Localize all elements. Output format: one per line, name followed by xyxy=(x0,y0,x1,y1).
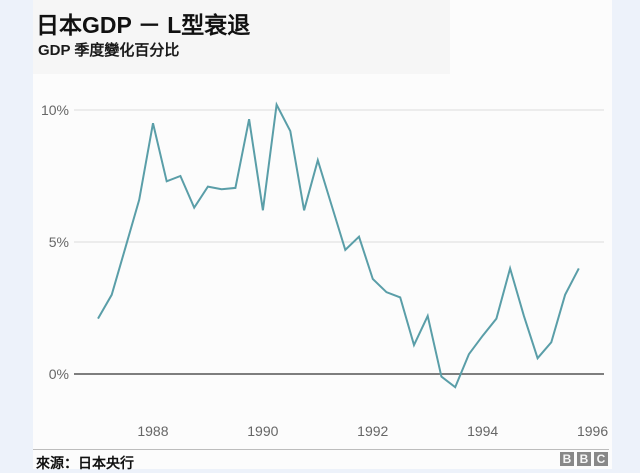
x-tick-label: 1988 xyxy=(137,423,168,439)
chart-subtitle: GDP 季度變化百分比 xyxy=(38,42,180,59)
chart-title: 日本GDP － L型衰退 xyxy=(36,12,251,38)
bbc-logo-letter: C xyxy=(594,452,608,466)
x-tick-label: 1996 xyxy=(577,423,608,439)
bbc-logo: B B C xyxy=(560,452,608,466)
y-tick-label: 10% xyxy=(41,102,69,118)
y-tick-label: 0% xyxy=(49,366,69,382)
y-tick-label: 5% xyxy=(49,234,69,250)
x-tick-label: 1994 xyxy=(467,423,498,439)
x-tick-label: 1990 xyxy=(247,423,278,439)
title-panel: 日本GDP － L型衰退 GDP 季度變化百分比 xyxy=(33,0,450,74)
bbc-logo-letter: B xyxy=(560,452,574,466)
gdp-series-line xyxy=(97,101,580,389)
x-tick-label: 1992 xyxy=(357,423,388,439)
footer-divider xyxy=(33,449,609,450)
chart-card: 日本GDP － L型衰退 GDP 季度變化百分比 0% 5% 10% 1988 1990… xyxy=(33,0,612,471)
source-label: 來源：日本央行 xyxy=(36,455,134,471)
line-chart: 0% 5% 10% 1988 1990 1992 1994 1996 xyxy=(41,101,608,439)
bbc-logo-letter: B xyxy=(577,452,591,466)
